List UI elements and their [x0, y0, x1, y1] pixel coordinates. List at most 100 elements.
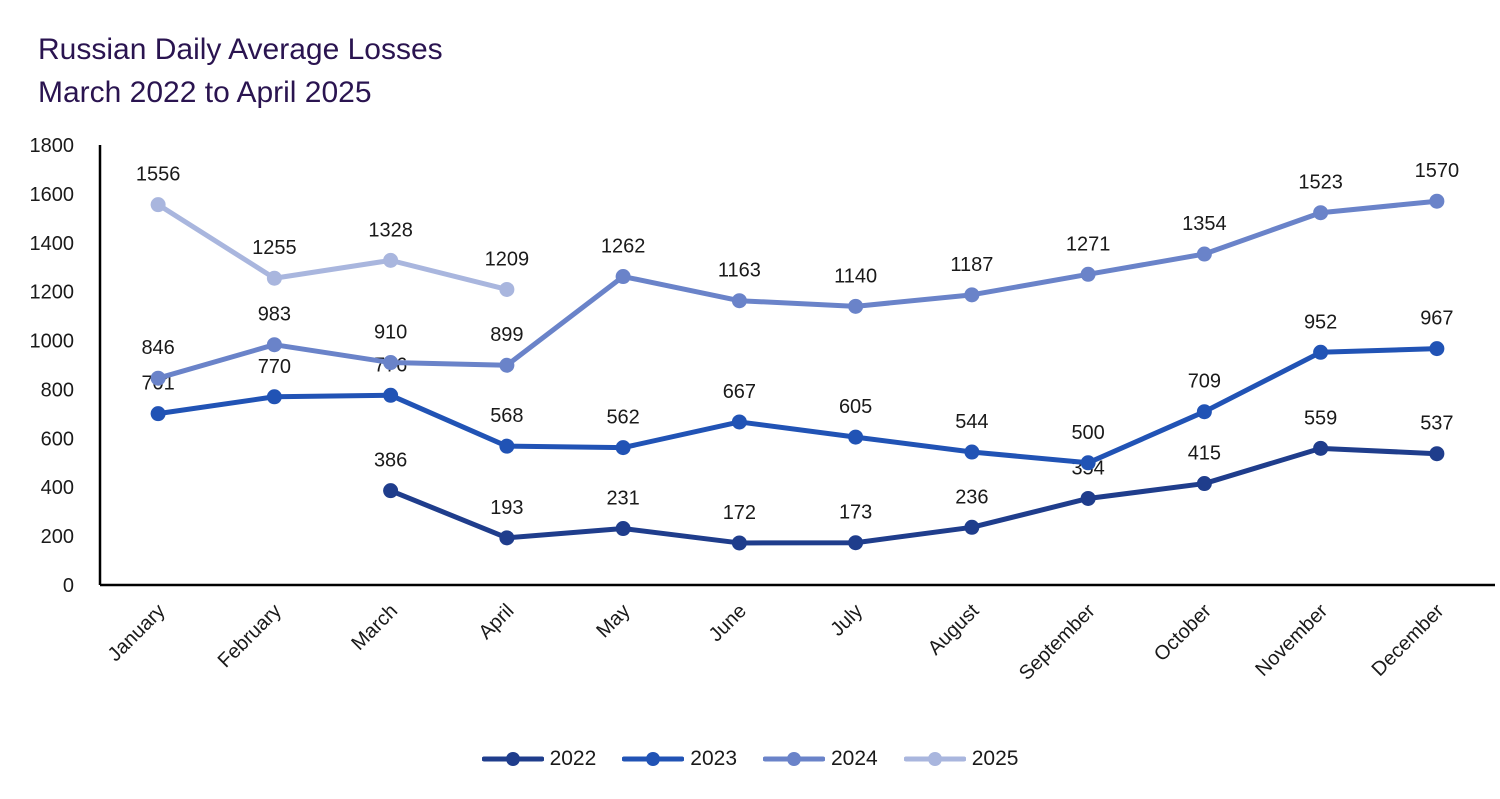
data-label-2025: 1209: [485, 248, 530, 270]
legend-swatch: [481, 752, 544, 766]
data-label-2022: 173: [839, 502, 872, 524]
y-tick-label: 400: [41, 477, 74, 499]
y-tick-label: 800: [41, 379, 74, 401]
chart-title: Russian Daily Average Losses: [38, 33, 443, 66]
x-tick-label: March: [347, 600, 402, 655]
data-point-2022: [848, 535, 864, 551]
data-label-2024: 1271: [1066, 233, 1111, 255]
data-label-2022: 172: [723, 502, 756, 524]
legend-label: 2025: [971, 747, 1019, 770]
data-label-2023: 770: [258, 356, 291, 378]
data-label-2025: 1556: [136, 164, 181, 186]
data-point-2024: [964, 287, 980, 303]
data-point-2025: [383, 252, 399, 268]
x-tick-label: January: [104, 600, 170, 666]
series-line-2024: [155, 198, 1440, 381]
chart-title-block: Russian Daily Average Losses March 2022 …: [38, 28, 443, 114]
y-tick-label: 1000: [30, 331, 75, 353]
x-tick-label: December: [1368, 600, 1449, 681]
data-point-2024: [848, 298, 864, 314]
data-point-2022: [615, 521, 631, 537]
x-tick-label: June: [705, 600, 751, 646]
data-label-2023: 544: [955, 411, 988, 433]
data-label-2025: 1255: [252, 237, 297, 259]
y-tick-label: 1400: [30, 233, 75, 255]
data-label-2024: 910: [374, 322, 407, 344]
data-point-2024: [499, 357, 515, 373]
legend-swatch: [903, 752, 966, 766]
data-label-2024: 1262: [601, 236, 646, 258]
x-tick-label: November: [1251, 600, 1332, 681]
data-point-2022: [1196, 476, 1212, 492]
data-point-2022: [1429, 446, 1445, 462]
data-label-2024: 1570: [1415, 160, 1460, 182]
data-point-2024: [1313, 205, 1329, 221]
data-point-2023: [1196, 404, 1212, 420]
data-point-2023: [499, 438, 515, 454]
x-tick-label: April: [475, 600, 519, 644]
data-point-2022: [499, 530, 515, 546]
data-label-2023: 562: [606, 407, 639, 429]
x-tick-label: September: [1015, 600, 1100, 685]
line-chart: 0 200 400 600 800 1000 1200 1400 1600 1800 January…: [30, 135, 1495, 685]
legend-label: 2024: [831, 747, 878, 770]
legend-label: 2023: [690, 747, 737, 770]
data-point-2024: [731, 293, 747, 309]
data-point-2023: [266, 389, 282, 405]
x-tick-label: July: [826, 600, 867, 641]
data-point-2023: [615, 440, 631, 456]
legend-label: 2022: [549, 747, 597, 770]
y-tick-label: 1800: [30, 135, 75, 157]
data-point-2023: [964, 444, 980, 460]
x-tick-label: May: [592, 600, 634, 642]
data-point-2023: [383, 387, 399, 403]
data-label-2023: 709: [1188, 371, 1221, 393]
data-point-2025: [150, 197, 166, 213]
data-point-2023: [1429, 341, 1445, 357]
series-line-2025: [155, 202, 510, 292]
data-label-2024: 899: [490, 324, 523, 346]
data-point-2024: [266, 337, 282, 353]
series-line-2022: [388, 445, 1440, 546]
data-point-2024: [1080, 266, 1096, 282]
data-point-2024: [615, 269, 631, 285]
data-point-2024: [383, 355, 399, 371]
legend-item-2024: 2024: [763, 742, 878, 776]
data-point-2023: [150, 406, 166, 422]
legend-swatch: [763, 752, 825, 766]
chart-subtitle: March 2022 to April 2025: [38, 76, 372, 109]
legend-item-2022: 2022: [481, 742, 597, 776]
data-label-2023: 667: [723, 381, 756, 403]
y-tick-label: 1600: [30, 184, 75, 206]
data-point-2024: [150, 370, 166, 386]
data-point-2024: [1429, 193, 1445, 209]
y-tick-label: 1200: [30, 282, 75, 304]
data-label-2024: 1523: [1298, 172, 1343, 194]
data-point-2023: [1313, 344, 1329, 360]
data-label-2024: 1354: [1182, 213, 1227, 235]
chart-legend: 2022 2023 2024 2025: [0, 742, 1500, 776]
data-label-2023: 605: [839, 396, 872, 418]
data-label-2023: 568: [490, 405, 523, 427]
data-point-2023: [848, 429, 864, 445]
data-label-2024: 983: [258, 304, 291, 326]
data-label-2023: 952: [1304, 311, 1337, 333]
legend-item-2023: 2023: [622, 742, 737, 776]
data-point-2023: [1080, 455, 1096, 471]
data-point-2023: [731, 414, 747, 430]
x-tick-label: February: [214, 600, 286, 672]
data-label-2022: 559: [1304, 407, 1337, 429]
data-label-2023: 967: [1420, 308, 1453, 330]
data-point-2022: [964, 519, 980, 535]
data-point-2022: [731, 535, 747, 551]
data-label-2022: 386: [374, 450, 407, 472]
data-point-2025: [266, 270, 282, 286]
data-label-2024: 846: [141, 337, 174, 359]
x-tick-label: August: [924, 600, 984, 660]
data-label-2025: 1328: [368, 219, 413, 241]
series-line-2023: [155, 346, 1440, 466]
data-label-2022: 415: [1188, 443, 1221, 465]
data-point-2025: [499, 281, 515, 297]
legend-item-2025: 2025: [903, 742, 1019, 776]
y-tick-label: 0: [63, 575, 74, 597]
